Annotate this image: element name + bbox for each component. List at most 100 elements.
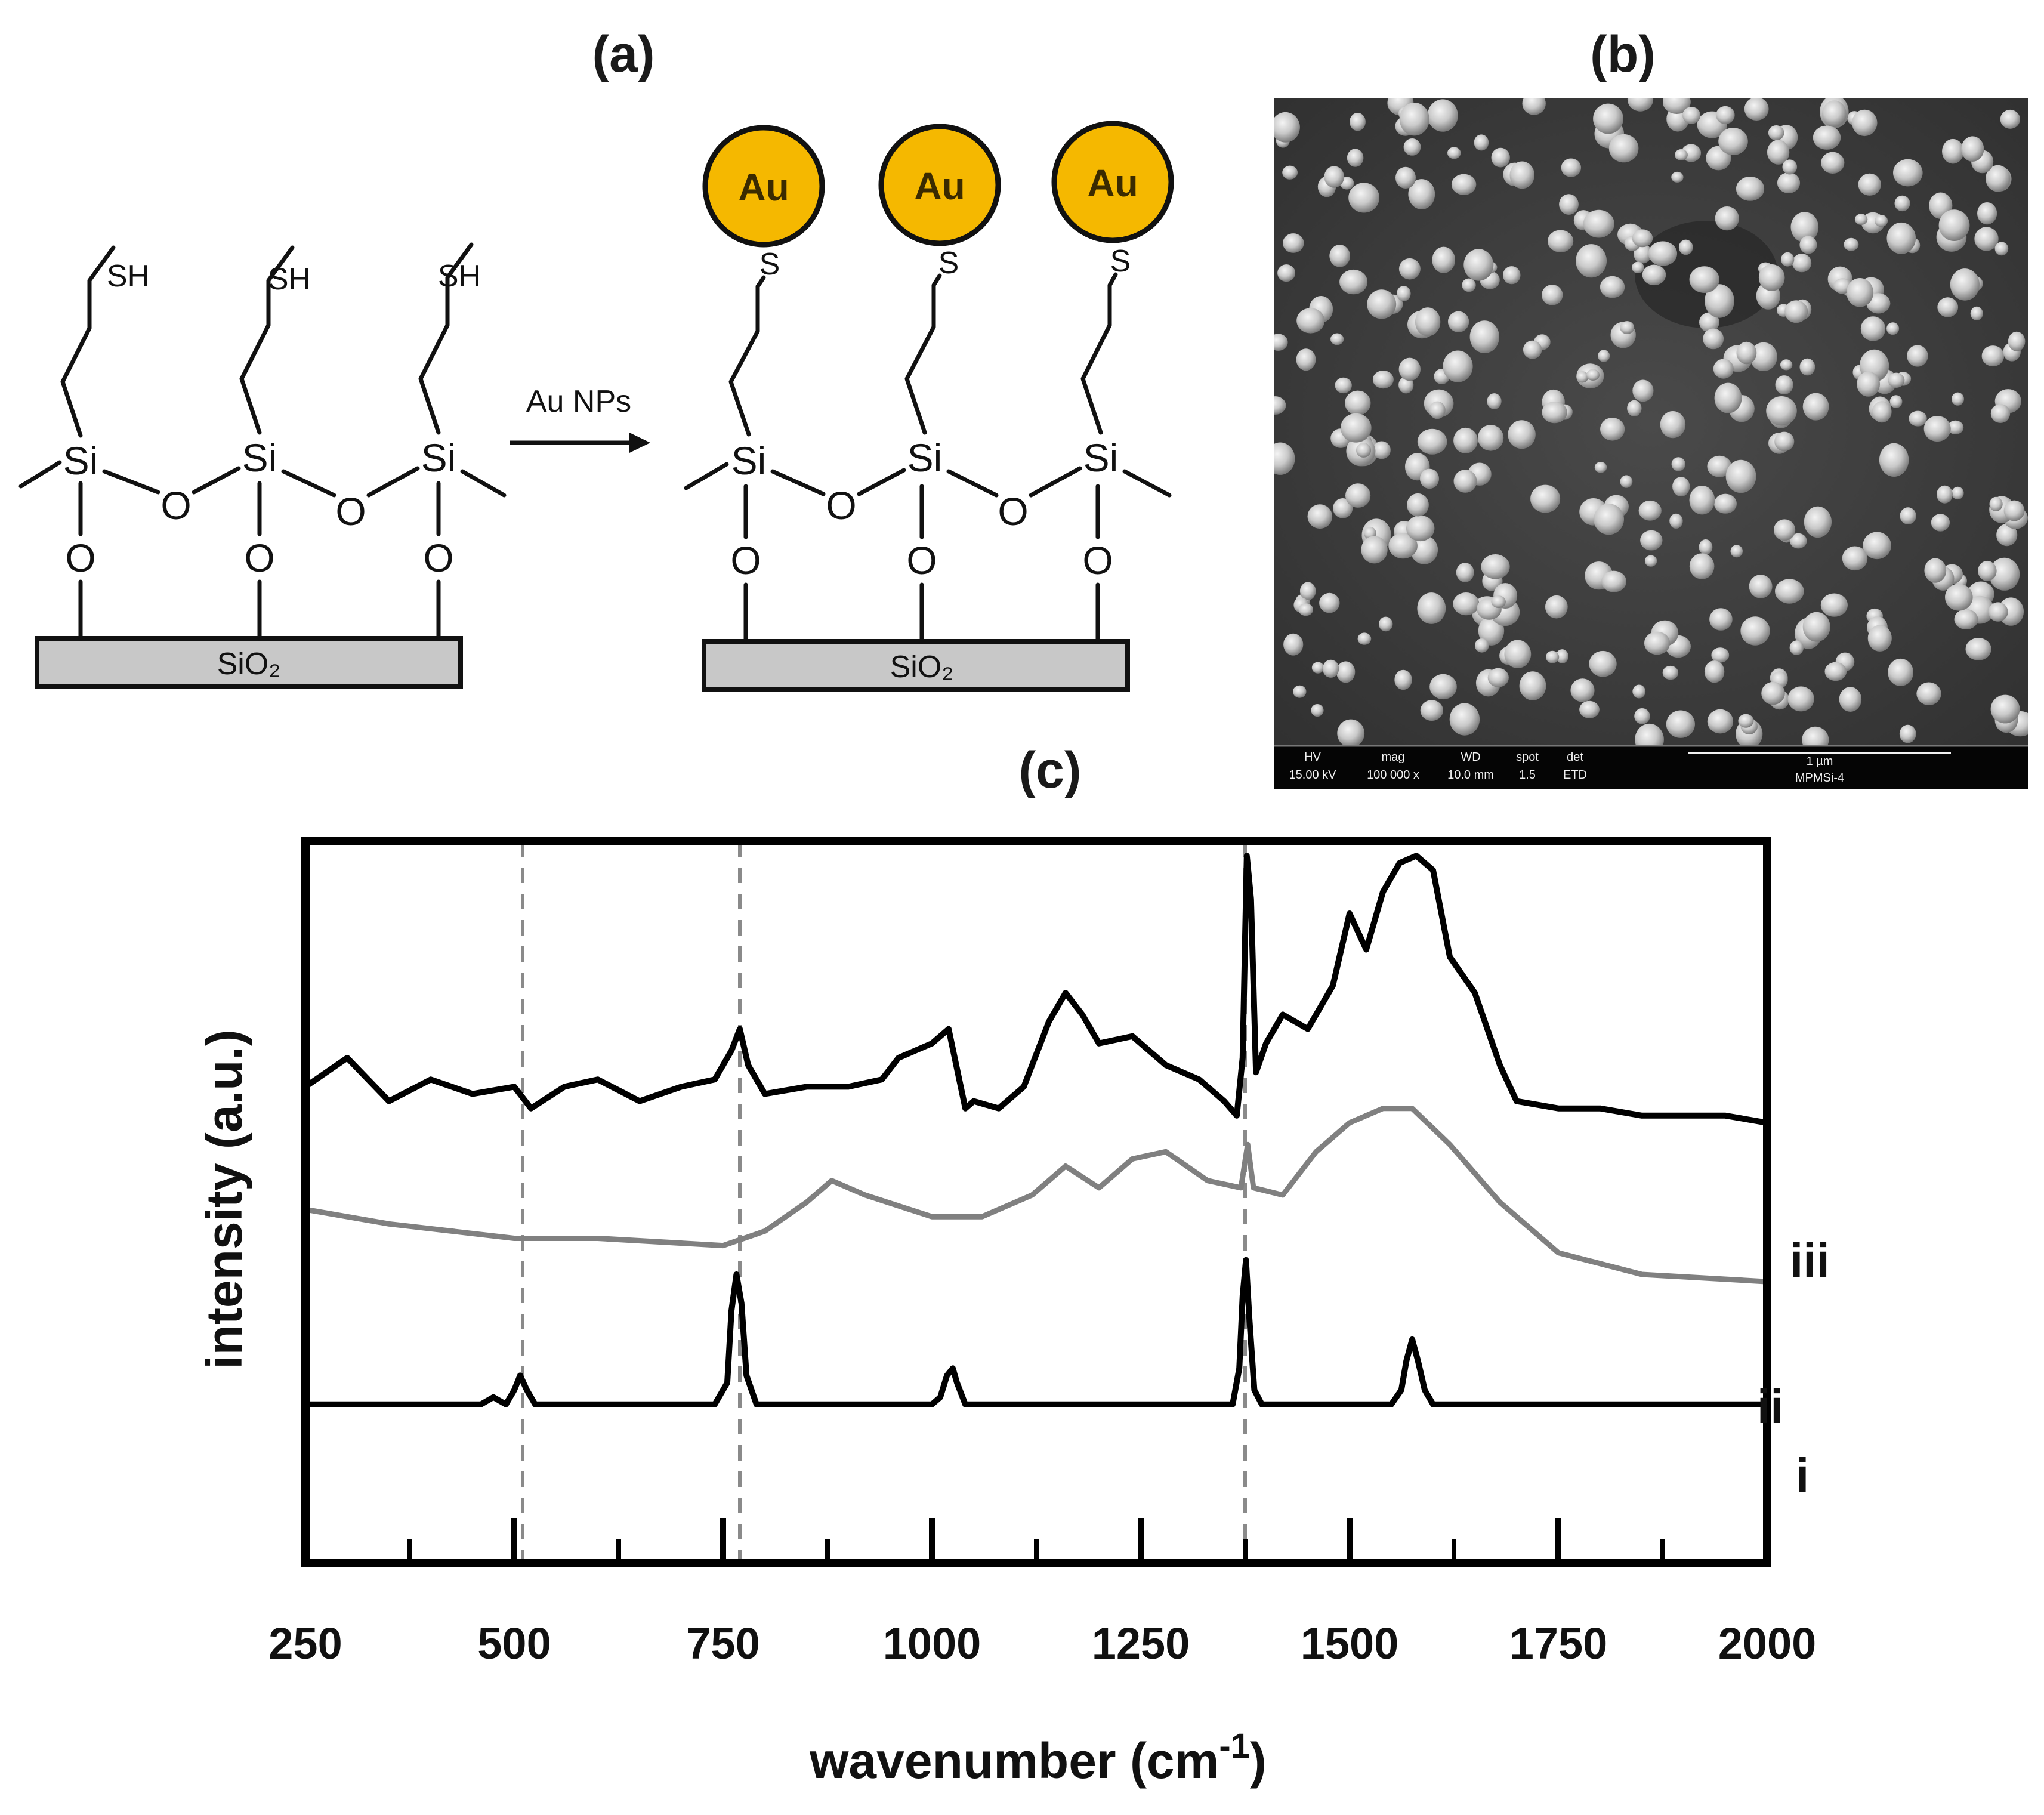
sem-nanoparticle (1736, 177, 1765, 201)
sem-nanoparticle (1822, 100, 1847, 127)
sem-value-hv: 15.00 kV (1289, 768, 1337, 782)
sem-header-mag: mag (1382, 751, 1405, 764)
sem-nanoparticle (1952, 392, 1964, 406)
sem-nanoparticle (1789, 640, 1804, 655)
sem-nanoparticle (1333, 498, 1353, 518)
oxygen-atom: O (160, 483, 191, 527)
sem-nanoparticle (1542, 402, 1567, 424)
sem-nanoparticle (1620, 321, 1635, 334)
sem-nanoparticle (1852, 109, 1878, 137)
sem-nanoparticle (1594, 504, 1625, 535)
sem-nanoparticle (1487, 393, 1502, 409)
sulfur-atom: S (938, 246, 959, 280)
sem-nanoparticle (2000, 109, 2020, 129)
plot-frame (301, 837, 1771, 1567)
sem-nanoparticle (1875, 215, 1888, 227)
sem-nanoparticle (1689, 266, 1719, 293)
sem-nanoparticle (1802, 726, 1829, 746)
sem-nanoparticle (1714, 382, 1742, 413)
sem-value-mag: 100 000 x (1367, 768, 1419, 782)
sem-nanoparticle (1663, 98, 1691, 114)
sem-nanoparticle (1703, 328, 1724, 350)
sem-nanoparticle (1802, 612, 1830, 642)
sulfur-atom: S (1110, 244, 1131, 279)
sem-nanoparticle (1725, 459, 1756, 493)
sem-nanoparticle (1509, 161, 1534, 189)
sulfur-atom: S (759, 247, 780, 282)
sem-nanoparticle (1775, 579, 1804, 604)
sem-nanoparticle (1407, 493, 1429, 517)
sem-nanoparticle (1311, 662, 1324, 674)
sem-nanoparticle (1952, 486, 1964, 500)
sem-nanoparticle (1469, 320, 1499, 353)
gold-label: Au (914, 165, 965, 208)
substrate-right-label: SiO₂ (890, 650, 954, 684)
sem-nanoparticle (1474, 134, 1489, 151)
sem-nanoparticle (1298, 603, 1313, 616)
sem-nanoparticle (1601, 570, 1626, 592)
sem-nanoparticle (1931, 514, 1950, 532)
x-tick-label: 750 (686, 1619, 759, 1668)
sem-nanoparticle (1970, 306, 1983, 321)
sem-value-spot: 1.5 (1519, 768, 1536, 782)
sem-nanoparticle (1453, 427, 1478, 453)
panel-b-label: (b) (1590, 26, 1656, 83)
sem-nanoparticle (1950, 268, 1980, 301)
sem-nanoparticle (1274, 112, 1300, 143)
sem-nanoparticle (1638, 500, 1662, 521)
sem-nanoparticle (1907, 345, 1928, 367)
sem-nanoparticle (1839, 687, 1862, 712)
sem-nanoparticle (1799, 236, 1817, 254)
sem-nanoparticle (1311, 704, 1324, 717)
sem-nanoparticle (1707, 455, 1732, 477)
scheme-after: SiO₂ O O O Si Si Si O O S S S Au Au (684, 121, 1174, 692)
sem-nanoparticle (1274, 334, 1288, 351)
sem-nanoparticle (1600, 418, 1625, 441)
sem-nanoparticle (1530, 484, 1561, 513)
sem-nanoparticle (1451, 174, 1477, 195)
sem-nanoparticle (1576, 244, 1607, 278)
sem-nanoparticle (1886, 322, 1900, 335)
gold-nanoparticle (702, 125, 825, 248)
reaction-label: Au NPs (526, 384, 631, 419)
thiol-group: SH (268, 262, 311, 297)
sem-nanoparticle (1916, 682, 1941, 705)
sem-nanoparticle (1678, 239, 1693, 255)
sem-nanoparticle (1682, 107, 1701, 124)
sem-nanoparticle (1503, 266, 1521, 285)
sem-nanoparticle (1704, 660, 1725, 683)
sem-nanoparticle (1820, 593, 1848, 617)
sem-nanoparticle (1863, 532, 1891, 560)
sem-nanoparticle (1996, 524, 2018, 547)
sem-nanoparticle (1348, 183, 1380, 213)
sem-value-wd: 10.0 mm (1447, 768, 1494, 782)
sem-nanoparticle (1559, 194, 1579, 215)
sem-micrograph: HV mag WD spot det 15.00 kV 100 000 x 10… (1274, 98, 2028, 789)
sem-nanoparticle (1671, 457, 1685, 471)
sem-nanoparticle (1491, 595, 1506, 609)
silicon-atom: Si (63, 439, 98, 483)
sem-nanoparticle (1406, 515, 1435, 542)
sem-nanoparticle (2008, 331, 2026, 351)
sem-nanoparticle (1750, 342, 1777, 372)
panel-a-label: (a) (592, 26, 654, 83)
sem-nanoparticle (1593, 103, 1623, 134)
oxygen-atom: O (1082, 538, 1113, 582)
sem-nanoparticle (1632, 379, 1654, 402)
sem-nanoparticle (1730, 545, 1743, 558)
sem-nanoparticle (1372, 441, 1391, 459)
sem-nanoparticle (1844, 237, 1859, 251)
sem-nanoparticle (1989, 557, 2020, 591)
sem-nanoparticle (1329, 245, 1350, 267)
series-line-iii (304, 853, 1768, 1126)
sem-nanoparticle (1749, 575, 1773, 598)
sem-nanoparticle (1854, 214, 1868, 225)
sem-nanoparticle (1481, 554, 1510, 579)
sem-header-wd: WD (1461, 751, 1480, 764)
sem-nanoparticle (1324, 166, 1344, 188)
sem-nanoparticle (1408, 179, 1435, 209)
sem-nanoparticle (1419, 468, 1440, 489)
sem-nanoparticle (1888, 372, 1905, 388)
sem-nanoparticle (1792, 254, 1812, 273)
sem-nanoparticle (1417, 428, 1447, 455)
